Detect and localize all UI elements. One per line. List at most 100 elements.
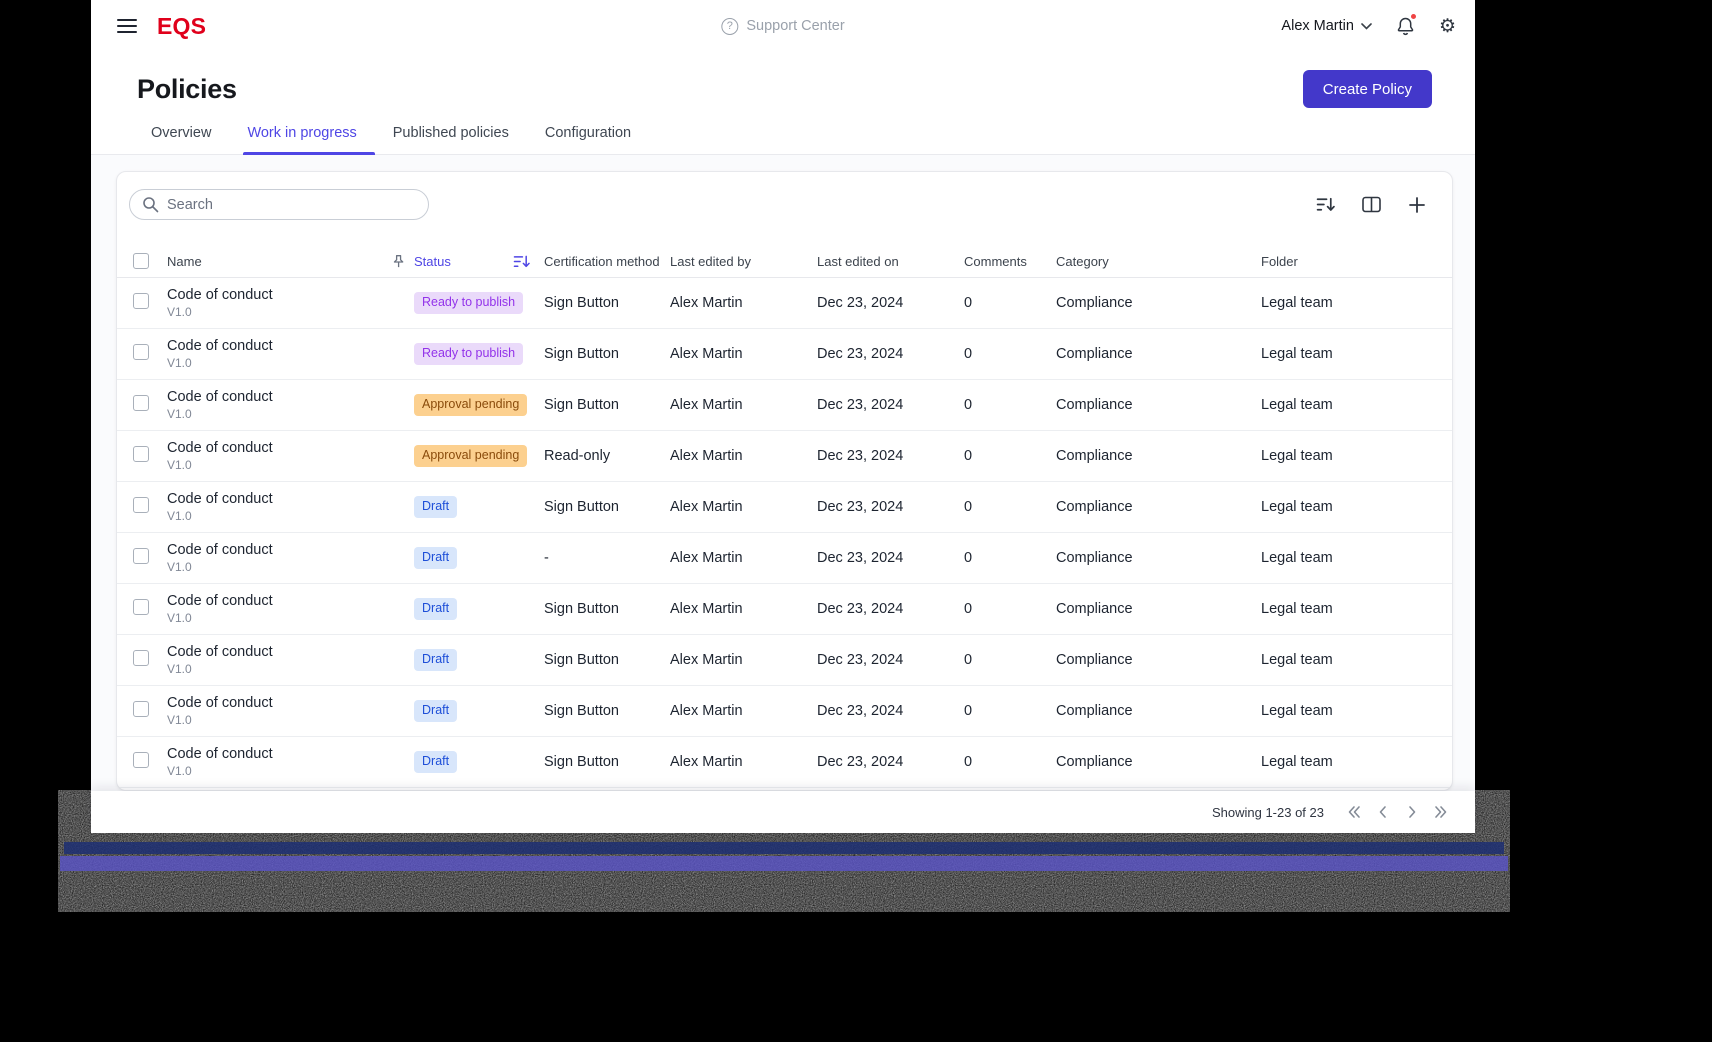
eqs-logo[interactable]: EQS xyxy=(157,12,207,39)
certification-method-cell: Read-only xyxy=(544,448,611,464)
row-checkbox[interactable] xyxy=(133,446,149,462)
comments-cell: 0 xyxy=(964,448,973,464)
table-row[interactable]: Code of conduct V1.0 Ready to publish Si… xyxy=(117,278,1452,329)
tab-configuration[interactable]: Configuration xyxy=(543,125,633,154)
last-edited-by-cell: Alex Martin xyxy=(670,550,743,566)
row-checkbox[interactable] xyxy=(133,497,149,513)
category-cell: Compliance xyxy=(1056,448,1133,464)
card-toolbar xyxy=(117,172,1452,220)
policy-name[interactable]: Code of conduct xyxy=(167,644,273,660)
last-edited-by-cell: Alex Martin xyxy=(670,652,743,668)
folder-cell: Legal team xyxy=(1261,550,1333,566)
table-row[interactable]: Code of conduct V1.0 Approval pending Re… xyxy=(117,431,1452,482)
category-cell: Compliance xyxy=(1056,754,1133,770)
table-row[interactable]: Code of conduct V1.0 Draft - Alex Martin… xyxy=(117,533,1452,584)
last-edited-on-cell: Dec 23, 2024 xyxy=(817,754,904,770)
certification-method-cell: Sign Button xyxy=(544,754,619,770)
policy-name[interactable]: Code of conduct xyxy=(167,746,273,762)
tab-published-policies[interactable]: Published policies xyxy=(391,125,511,154)
comments-cell: 0 xyxy=(964,397,973,413)
policy-name[interactable]: Code of conduct xyxy=(167,338,273,354)
next-page-icon[interactable] xyxy=(1404,804,1420,820)
row-checkbox[interactable] xyxy=(133,344,149,360)
user-menu[interactable]: Alex Martin xyxy=(1281,18,1372,34)
folder-cell: Legal team xyxy=(1261,295,1333,311)
pin-icon[interactable] xyxy=(391,254,406,269)
pagination-bar: Showing 1-23 of 23 xyxy=(91,791,1475,833)
last-edited-on-cell: Dec 23, 2024 xyxy=(817,397,904,413)
settings-gear-icon[interactable]: ⚙ xyxy=(1438,15,1456,37)
table-row[interactable]: Code of conduct V1.0 Draft Sign Button A… xyxy=(117,482,1452,533)
select-all-checkbox[interactable] xyxy=(133,253,149,269)
row-checkbox[interactable] xyxy=(133,752,149,768)
comments-cell: 0 xyxy=(964,652,973,668)
policy-name[interactable]: Code of conduct xyxy=(167,440,273,456)
comments-cell: 0 xyxy=(964,550,973,566)
policy-version: V1.0 xyxy=(167,305,192,319)
policy-name[interactable]: Code of conduct xyxy=(167,593,273,609)
create-policy-button[interactable]: Create Policy xyxy=(1302,70,1432,108)
column-certification-method[interactable]: Certification method xyxy=(544,253,660,269)
first-page-icon[interactable] xyxy=(1346,804,1362,820)
column-name[interactable]: Name xyxy=(167,253,202,269)
table-row[interactable]: Code of conduct V1.0 Draft Sign Button A… xyxy=(117,584,1452,635)
hamburger-menu-icon[interactable] xyxy=(115,16,139,36)
notification-dot xyxy=(1409,13,1417,20)
table-header: Name Status Certification method Last ed… xyxy=(117,245,1452,278)
last-page-icon[interactable] xyxy=(1433,804,1449,820)
table-row[interactable]: Code of conduct V1.0 Draft Sign Button A… xyxy=(117,635,1452,686)
support-center-link[interactable]: Support Center xyxy=(721,17,845,35)
folder-cell: Legal team xyxy=(1261,754,1333,770)
status-badge: Draft xyxy=(414,547,458,569)
search-input[interactable] xyxy=(167,196,416,213)
status-badge: Ready to publish xyxy=(414,292,524,314)
policy-name[interactable]: Code of conduct xyxy=(167,389,273,405)
glitch-strip-purple xyxy=(60,856,1508,871)
sort-desc-icon[interactable] xyxy=(513,254,530,269)
column-folder[interactable]: Folder xyxy=(1261,253,1298,269)
policy-version: V1.0 xyxy=(167,764,192,778)
table-row[interactable]: Code of conduct V1.0 Approval pending Si… xyxy=(117,380,1452,431)
app-window: EQS Support Center Alex Martin ⚙ xyxy=(91,0,1475,833)
notifications-button[interactable] xyxy=(1396,13,1417,36)
table-row[interactable]: Code of conduct V1.0 Ready to publish Si… xyxy=(117,329,1452,380)
column-status[interactable]: Status xyxy=(414,253,451,269)
row-checkbox[interactable] xyxy=(133,650,149,666)
tab-overview[interactable]: Overview xyxy=(149,125,213,154)
column-comments[interactable]: Comments xyxy=(964,253,1027,269)
sort-icon[interactable] xyxy=(1316,196,1335,213)
policy-name[interactable]: Code of conduct xyxy=(167,542,273,558)
last-edited-on-cell: Dec 23, 2024 xyxy=(817,346,904,362)
column-last-edited-on[interactable]: Last edited on xyxy=(817,253,899,269)
status-badge: Approval pending xyxy=(414,394,528,416)
column-category[interactable]: Category xyxy=(1056,253,1109,269)
chevron-down-icon xyxy=(1361,22,1372,30)
status-badge: Draft xyxy=(414,649,458,671)
folder-cell: Legal team xyxy=(1261,499,1333,515)
tab-work-in-progress[interactable]: Work in progress xyxy=(243,125,376,155)
row-checkbox[interactable] xyxy=(133,548,149,564)
column-last-edited-by[interactable]: Last edited by xyxy=(670,253,751,269)
certification-method-cell: Sign Button xyxy=(544,295,619,311)
last-edited-by-cell: Alex Martin xyxy=(670,295,743,311)
last-edited-on-cell: Dec 23, 2024 xyxy=(817,601,904,617)
page-title: Policies xyxy=(137,73,237,104)
columns-icon[interactable] xyxy=(1362,196,1381,213)
table-row[interactable]: Code of conduct V1.0 Draft Sign Button A… xyxy=(117,737,1452,788)
policy-name[interactable]: Code of conduct xyxy=(167,695,273,711)
row-checkbox[interactable] xyxy=(133,395,149,411)
table-row[interactable]: Code of conduct V1.0 Draft Sign Button A… xyxy=(117,686,1452,737)
policy-name[interactable]: Code of conduct xyxy=(167,287,273,303)
certification-method-cell: Sign Button xyxy=(544,703,619,719)
row-checkbox[interactable] xyxy=(133,701,149,717)
comments-cell: 0 xyxy=(964,703,973,719)
policy-name[interactable]: Code of conduct xyxy=(167,491,273,507)
previous-page-icon[interactable] xyxy=(1375,804,1391,820)
category-cell: Compliance xyxy=(1056,550,1133,566)
add-icon[interactable] xyxy=(1408,196,1426,214)
row-checkbox[interactable] xyxy=(133,599,149,615)
table-body: Code of conduct V1.0 Ready to publish Si… xyxy=(117,278,1452,790)
row-checkbox[interactable] xyxy=(133,293,149,309)
search-box[interactable] xyxy=(129,189,429,220)
category-cell: Compliance xyxy=(1056,601,1133,617)
